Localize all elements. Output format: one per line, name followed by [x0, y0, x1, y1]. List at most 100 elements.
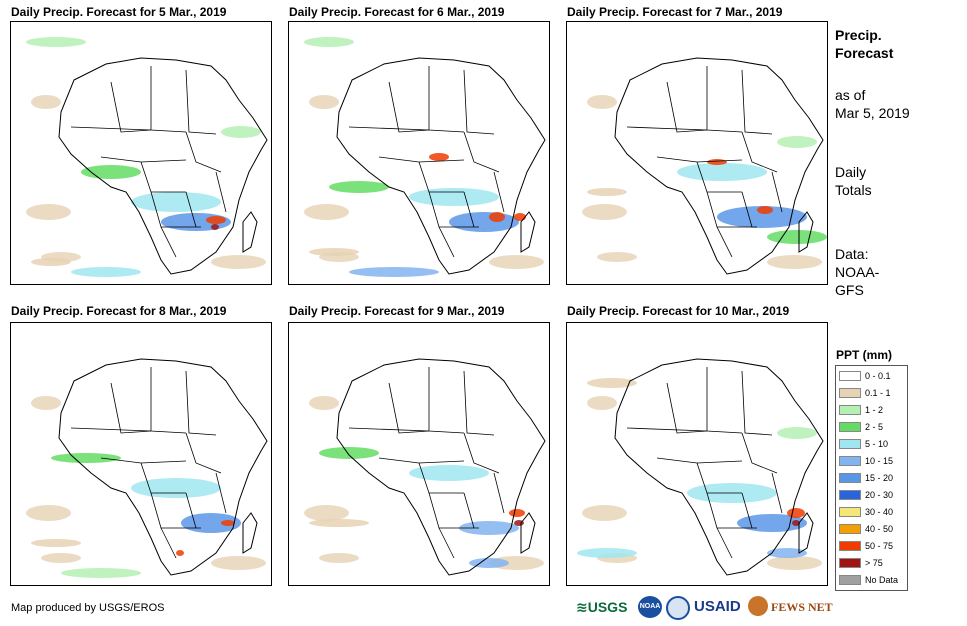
legend-label: 10 - 15 — [865, 456, 894, 466]
legend-label: No Data — [865, 575, 899, 585]
forecast-map-mar-8 — [10, 322, 272, 586]
country-border — [463, 69, 495, 135]
country-border — [378, 156, 465, 163]
country-border — [741, 131, 778, 173]
legend-item: 5 - 10 — [839, 438, 905, 450]
country-border — [626, 427, 708, 432]
legend-swatch — [839, 371, 861, 381]
precip-patch — [767, 230, 827, 244]
precip-patch-light — [582, 505, 627, 521]
precip-patch — [509, 509, 525, 517]
country-border — [741, 492, 753, 529]
country-border — [493, 472, 505, 514]
africa-map — [26, 37, 268, 277]
madagascar-outline — [798, 512, 814, 554]
legend-item: 2 - 5 — [839, 421, 905, 433]
precip-patch — [31, 539, 81, 547]
coastline — [336, 57, 546, 275]
legend-swatch — [839, 575, 861, 585]
legend-swatch — [839, 439, 861, 449]
coastline — [336, 358, 546, 576]
legend-label: 0 - 0.1 — [865, 371, 891, 381]
precip-patch — [409, 465, 489, 481]
country-border — [463, 492, 475, 529]
federal-seal-icon — [666, 596, 690, 620]
africa-map — [582, 57, 827, 275]
country-border — [706, 66, 743, 133]
precip-patch — [349, 267, 439, 277]
legend-swatch — [839, 541, 861, 551]
forecast-map-mar-6 — [288, 21, 550, 285]
precip-patch — [449, 212, 519, 232]
precip-patch — [469, 558, 509, 568]
legend-item: 1 - 2 — [839, 404, 905, 416]
country-border — [666, 81, 708, 133]
country-border — [716, 527, 733, 559]
legend-swatch — [839, 507, 861, 517]
country-border — [70, 427, 152, 432]
forecast-map-mar-7 — [566, 21, 828, 285]
precip-patch — [221, 520, 235, 526]
legend-label: 0.1 - 1 — [865, 388, 891, 398]
precip-patch-light — [319, 553, 359, 563]
country-border — [185, 432, 222, 474]
legend-item: 15 - 20 — [839, 472, 905, 484]
country-border — [160, 527, 177, 559]
panel-title-mar-10: Daily Precip. Forecast for 10 Mar., 2019 — [567, 304, 790, 318]
country-border — [716, 226, 733, 258]
legend-item: 10 - 15 — [839, 455, 905, 467]
forecast-map-mar-5 — [10, 21, 272, 285]
precip-patch — [717, 206, 807, 228]
precip-patch — [514, 213, 526, 221]
precip-patch — [51, 453, 121, 463]
precip-patch — [757, 206, 773, 214]
precip-patch-light — [489, 255, 544, 269]
sidebar-data-line2: NOAA- — [835, 264, 880, 280]
country-border — [160, 226, 177, 258]
sidebar-asof-line1: as of — [835, 87, 866, 103]
country-border — [378, 457, 465, 464]
precip-patch — [61, 568, 141, 578]
precip-patch-light — [31, 396, 61, 410]
coastline — [614, 57, 824, 275]
precip-patch-light — [309, 396, 339, 410]
country-border — [388, 382, 430, 434]
panel-title-mar-7: Daily Precip. Forecast for 7 Mar., 2019 — [567, 5, 783, 19]
country-border — [110, 81, 152, 133]
legend-item: 20 - 30 — [839, 489, 905, 501]
africa-map — [304, 37, 546, 277]
country-border — [185, 492, 197, 529]
madagascar-outline — [242, 211, 258, 253]
panel-title-mar-5: Daily Precip. Forecast for 5 Mar., 2019 — [11, 5, 227, 19]
precip-patch — [206, 216, 226, 224]
madagascar-outline — [520, 211, 536, 253]
legend-swatch — [839, 422, 861, 432]
fewsnet-globe-icon — [748, 596, 768, 616]
fewsnet-logo: FEWS NET — [771, 600, 833, 614]
precip-patch-light — [304, 505, 349, 521]
madagascar-outline — [798, 211, 814, 253]
precip-patch-light — [767, 556, 822, 570]
legend-swatch — [839, 490, 861, 500]
country-border — [626, 126, 708, 131]
legend-label: 1 - 2 — [865, 405, 884, 415]
legend-item: 30 - 40 — [839, 506, 905, 518]
precip-patch — [309, 248, 359, 256]
sidebar-heading-line2: Forecast — [835, 45, 894, 61]
sidebar-data-line3: GFS — [835, 282, 864, 298]
precip-patch — [26, 37, 86, 47]
country-border — [771, 472, 783, 514]
usgs-logo: ≋USGS — [576, 599, 628, 615]
precip-patch — [71, 267, 141, 277]
precip-patch-light — [767, 255, 822, 269]
precip-patch-light — [304, 204, 349, 220]
legend-swatch — [839, 405, 861, 415]
precip-patch — [304, 37, 354, 47]
legend-label: 2 - 5 — [865, 422, 884, 432]
legend-label: 15 - 20 — [865, 473, 894, 483]
coastline — [614, 358, 824, 576]
precip-patch-light — [26, 505, 71, 521]
country-border — [185, 69, 217, 135]
precip-patch-light — [26, 204, 71, 220]
noaa-logo: NOAA — [638, 596, 662, 618]
